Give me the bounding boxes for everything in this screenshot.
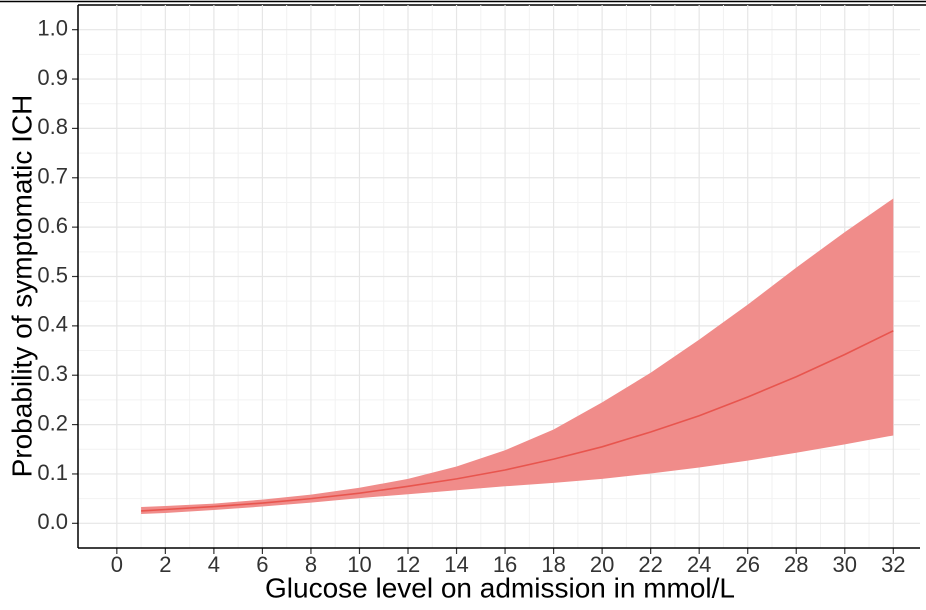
x-tick-label: 0 bbox=[111, 552, 123, 577]
x-tick-label: 32 bbox=[881, 552, 905, 577]
y-tick-label: 0.7 bbox=[37, 164, 68, 189]
y-axis-title: Probability of symptomatic ICH bbox=[6, 95, 37, 478]
x-tick-label: 8 bbox=[305, 552, 317, 577]
x-tick-label: 20 bbox=[590, 552, 614, 577]
x-tick-label: 16 bbox=[493, 552, 517, 577]
y-tick-label: 1.0 bbox=[37, 15, 68, 40]
x-tick-label: 18 bbox=[541, 552, 565, 577]
y-tick-label: 0.0 bbox=[37, 509, 68, 534]
x-tick-label: 26 bbox=[735, 552, 759, 577]
y-tick-label: 0.2 bbox=[37, 410, 68, 435]
x-tick-label: 24 bbox=[687, 552, 711, 577]
x-tick-label: 14 bbox=[444, 552, 468, 577]
y-tick-label: 0.6 bbox=[37, 213, 68, 238]
x-axis-title: Glucose level on admission in mmol/L bbox=[265, 572, 735, 603]
y-tick-label: 0.8 bbox=[37, 114, 68, 139]
x-tick-label: 10 bbox=[347, 552, 371, 577]
confidence-band bbox=[141, 198, 894, 514]
x-tick-label: 22 bbox=[638, 552, 662, 577]
y-tick-label: 0.9 bbox=[37, 65, 68, 90]
y-tick-label: 0.1 bbox=[37, 460, 68, 485]
x-tick-label: 6 bbox=[256, 552, 268, 577]
x-tick-label: 30 bbox=[833, 552, 857, 577]
line bbox=[141, 330, 894, 512]
y-tick-label: 0.5 bbox=[37, 262, 68, 287]
y-tick-label: 0.3 bbox=[37, 361, 68, 386]
x-tick-label: 12 bbox=[396, 552, 420, 577]
x-tick-label: 28 bbox=[784, 552, 808, 577]
y-tick-label: 0.4 bbox=[37, 312, 68, 337]
x-tick-label: 2 bbox=[159, 552, 171, 577]
x-tick-label: 4 bbox=[208, 552, 220, 577]
